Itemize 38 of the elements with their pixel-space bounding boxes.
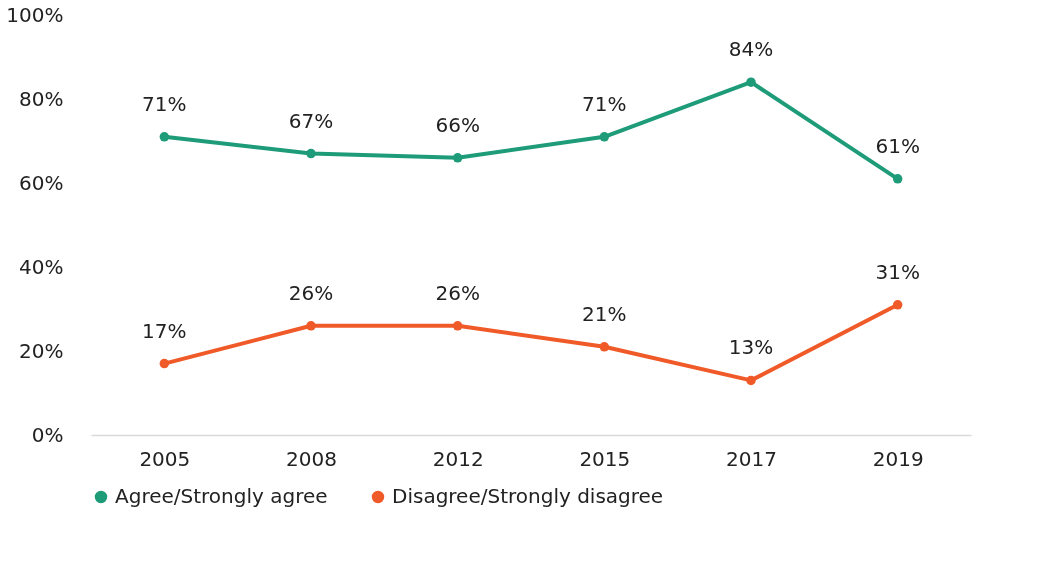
data-label: 13%: [728, 335, 774, 360]
point: [452, 153, 463, 163]
point: [159, 132, 170, 142]
data-label: 31%: [875, 259, 920, 284]
point: [746, 375, 756, 386]
data-label: 71%: [142, 91, 187, 116]
data-label: 71%: [582, 91, 627, 116]
data-label: 21%: [582, 301, 627, 326]
y-tick-label: 0%: [31, 422, 64, 447]
x-tick-label: 2017: [726, 446, 777, 471]
y-tick-label: 20%: [19, 338, 64, 363]
point: [159, 358, 170, 369]
point: [306, 148, 316, 159]
point: [892, 174, 903, 184]
point: [599, 342, 610, 352]
y-tick-label: 60%: [19, 170, 64, 195]
data-label: 84%: [728, 37, 774, 62]
x-tick-label: 2008: [286, 446, 337, 471]
data-label: 66%: [435, 112, 480, 137]
data-label: 26%: [288, 280, 334, 305]
y-tick-label: 80%: [19, 86, 64, 111]
x-tick-label: 2012: [432, 446, 484, 471]
point: [892, 300, 903, 310]
y-tick-label: 40%: [19, 254, 64, 279]
data-label: 61%: [875, 133, 920, 158]
data-label: 17%: [142, 318, 187, 343]
point: [306, 321, 316, 331]
data-label: 67%: [288, 108, 334, 133]
point: [746, 77, 756, 87]
y-tick-label: 100%: [6, 2, 64, 27]
x-tick-label: 2005: [139, 446, 191, 471]
legend-label: Disagree/Strongly disagree: [392, 484, 664, 508]
data-label: 26%: [435, 280, 480, 305]
x-tick-label: 2015: [579, 446, 631, 471]
point: [452, 321, 463, 331]
point: [599, 132, 610, 142]
x-tick-label: 2019: [872, 446, 924, 471]
legend-label: Agree/Strongly agree: [115, 484, 328, 508]
